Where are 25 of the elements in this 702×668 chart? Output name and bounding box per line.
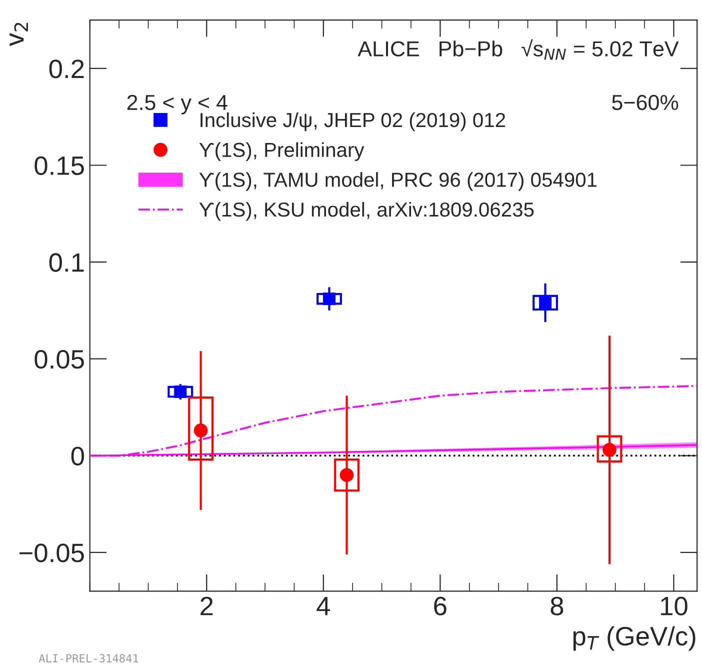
- x-tick-label: 2: [200, 596, 213, 616]
- annotation: 5−60%: [612, 94, 678, 110]
- bar: [168, 386, 194, 398]
- y-tick-label: 0.2: [49, 60, 84, 78]
- bar: [316, 292, 342, 305]
- y-tick-label: 0.05: [34, 350, 84, 369]
- y-tick-label: 0.1: [49, 253, 84, 272]
- legend-label: ϒ(1S), KSU model, arXiv:1809.06235: [199, 202, 534, 221]
- legend-label: Inclusive J/ψ, JHEP 02 (2019) 012: [200, 112, 506, 132]
- legend-label: ϒ(1S), Preliminary: [199, 142, 364, 162]
- x-tick-label: 6: [434, 596, 446, 616]
- x-tick-label: 4: [316, 597, 330, 616]
- y-tick-label: 0: [71, 446, 84, 466]
- text: ALI-PREL-314841: [38, 654, 138, 663]
- x-tick-label: 10: [661, 596, 688, 616]
- point: [194, 424, 208, 438]
- y-tick-label: 0.15: [34, 156, 84, 176]
- x-axis-title: p$_{T}$ (GeV/c): [573, 626, 696, 651]
- y-tick-label: −0.05: [20, 544, 84, 562]
- annotation: ALICE Pb−Pb √s$_{NN}$ = 5.02 TeV: [358, 39, 679, 60]
- x-tick-label: 8: [550, 596, 564, 616]
- legend-label: ϒ(1S), TAMU model, PRC 96 (2017) 054901: [199, 172, 597, 191]
- y-axis-title: v$_{2}$: [10, 22, 28, 46]
- point: [174, 386, 187, 398]
- point: [322, 292, 336, 306]
